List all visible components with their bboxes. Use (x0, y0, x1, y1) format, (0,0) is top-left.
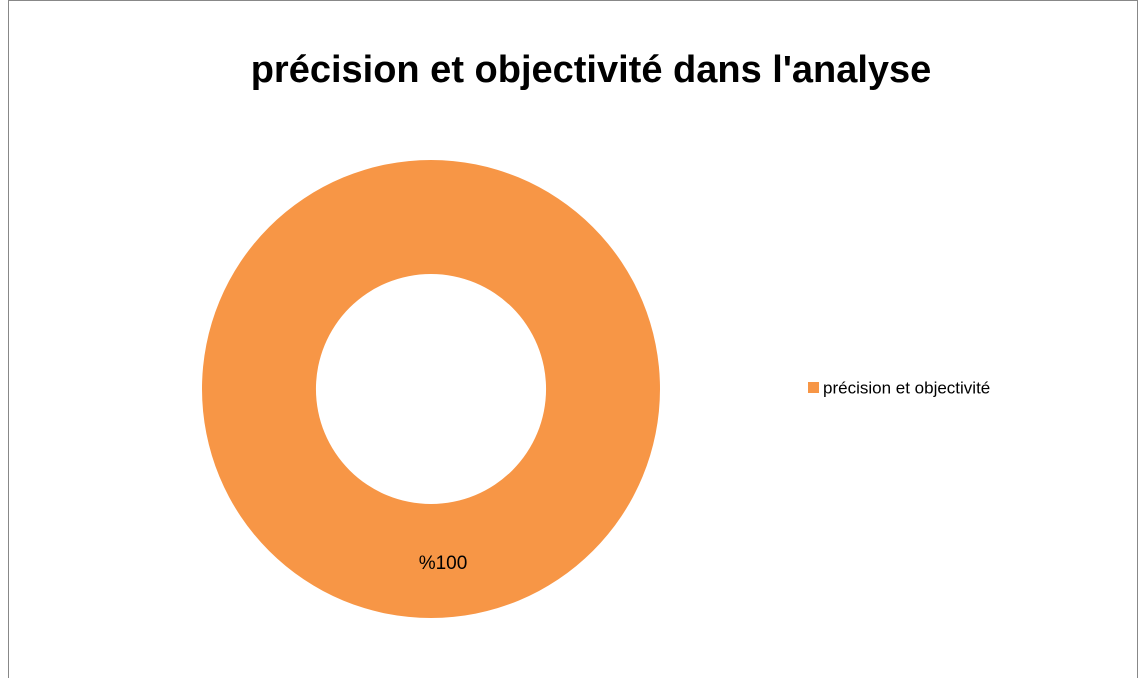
donut-slice (202, 160, 660, 618)
data-label: %100 (419, 553, 468, 574)
legend-swatch (808, 382, 819, 393)
chart-title: précision et objectivité dans l'analyse (251, 49, 932, 91)
legend-label: précision et objectivité (823, 378, 990, 397)
